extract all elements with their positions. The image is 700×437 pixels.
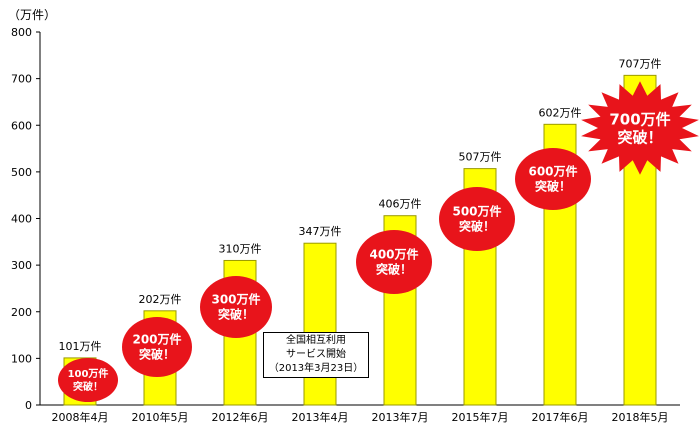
badge-text: 突破！ [535, 179, 571, 194]
y-tick-label: 800 [11, 26, 32, 39]
badge-text: 突破！ [617, 128, 662, 146]
data-label: 707万件 [619, 57, 662, 70]
milestone-badges: 100万件突破！200万件突破！300万件突破！400万件突破！500万件突破！… [58, 81, 699, 402]
badge-text: 400万件 [369, 247, 418, 262]
badge-ellipse [58, 358, 118, 402]
badge-text: 200万件 [132, 332, 181, 347]
x-tick-label: 2017年6月 [532, 410, 589, 424]
badge-text: 突破！ [73, 380, 103, 393]
x-tick-label: 2013年7月 [372, 410, 429, 424]
data-label: 507万件 [459, 151, 502, 164]
badge-text: 600万件 [528, 164, 577, 179]
data-label: 202万件 [139, 293, 182, 306]
badge-text: 突破！ [459, 219, 495, 234]
badge-text: 100万件 [68, 367, 109, 380]
y-tick-label: 400 [11, 213, 32, 226]
y-tick-label: 500 [11, 166, 32, 179]
x-tick-label: 2015年7月 [452, 410, 509, 424]
x-tick-label: 2012年6月 [212, 410, 269, 424]
data-label: 101万件 [59, 340, 102, 353]
note-line-2: サービス開始 [286, 349, 346, 360]
x-tick-label: 2010年5月 [132, 410, 189, 424]
y-tick-label: 300 [11, 259, 32, 272]
badge-text: 突破！ [376, 262, 412, 277]
badge-ellipse [439, 187, 515, 251]
badge-text: 300万件 [211, 292, 260, 307]
badge-ellipse [200, 276, 272, 338]
badge-text: 突破！ [218, 307, 254, 322]
badge-text: 突破！ [139, 347, 175, 362]
y-tick-label: 600 [11, 119, 32, 132]
y-axis-unit-label: （万件） [8, 8, 57, 22]
data-label: 347万件 [299, 225, 342, 238]
data-label: 602万件 [539, 106, 582, 119]
y-tick-label: 200 [11, 306, 32, 319]
service-start-note: 全国相互利用 サービス開始 （2013年3月23日） [263, 332, 369, 378]
data-label: 406万件 [379, 198, 422, 211]
x-tick-label: 2013年4月 [292, 410, 349, 424]
value-labels: 101万件 202万件 310万件 347万件 406万件 507万件 602万件 707万件 [59, 57, 662, 353]
badge-ellipse [122, 317, 192, 377]
badge-ellipse [515, 148, 591, 210]
y-tick-label: 100 [11, 352, 32, 365]
starburst-shape [581, 81, 699, 175]
axes: 0 100 200 300 400 500 600 700 800 2008年4月 2010年5月 2… [11, 26, 680, 424]
bar [303, 242, 337, 406]
y-tick-label: 0 [25, 399, 32, 412]
badge-ellipse [356, 230, 432, 294]
data-label: 310万件 [219, 242, 262, 255]
x-tick-label: 2008年4月 [52, 410, 109, 424]
y-tick-label: 700 [11, 73, 32, 86]
badge-text: 500万件 [452, 204, 501, 219]
x-tick-label: 2018年5月 [612, 410, 669, 424]
note-line-3: （2013年3月23日） [268, 363, 364, 374]
note-line-1: 全国相互利用 [286, 335, 346, 346]
badge-text: 700万件 [609, 110, 670, 128]
